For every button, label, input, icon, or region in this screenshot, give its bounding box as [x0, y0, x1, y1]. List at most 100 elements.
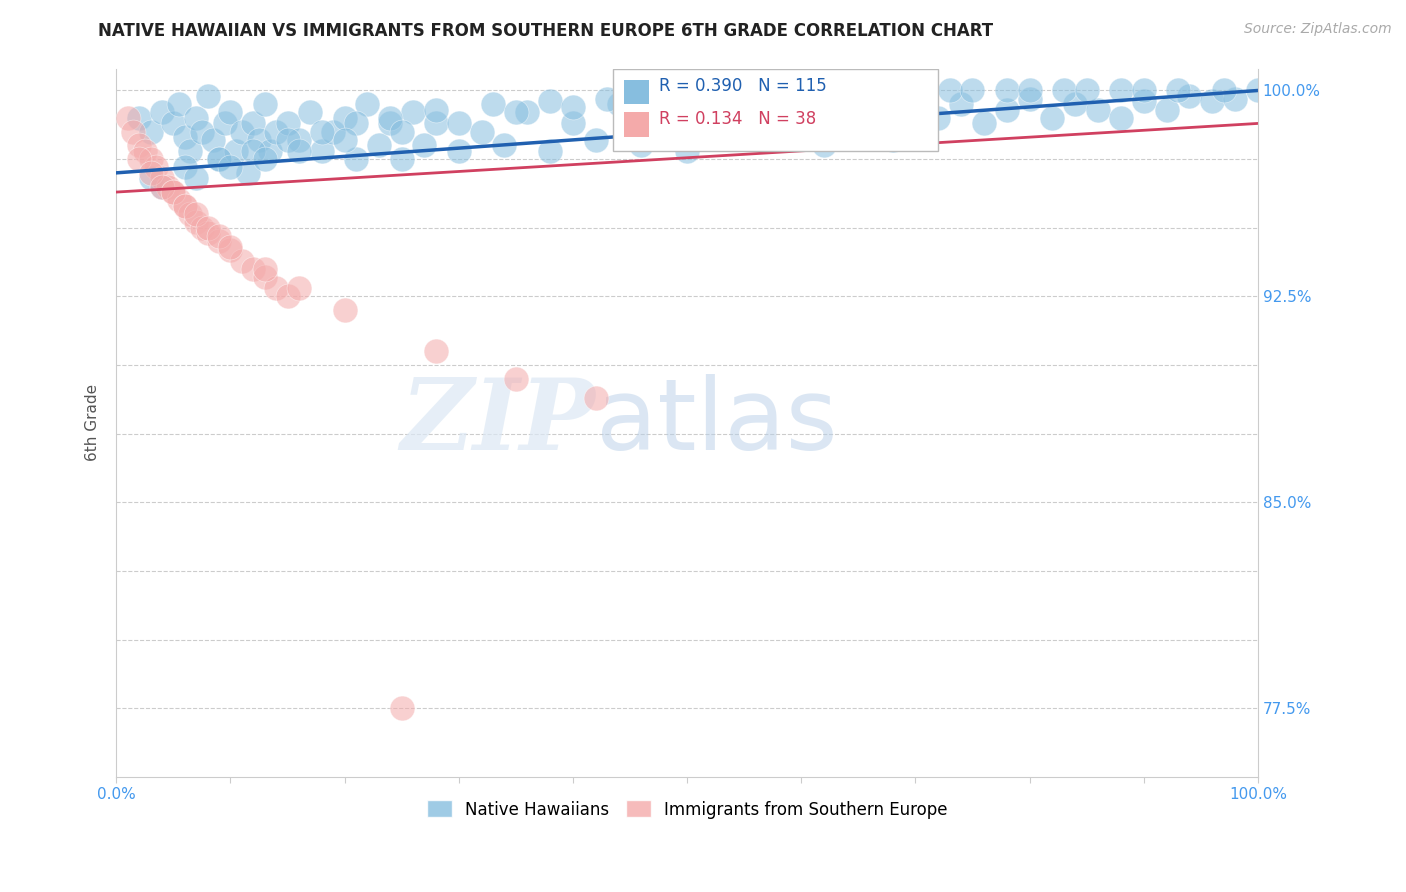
- Point: [299, 105, 322, 120]
- Point: [425, 116, 447, 130]
- Point: [219, 243, 242, 257]
- Point: [117, 111, 139, 125]
- Point: [494, 138, 516, 153]
- Point: [425, 103, 447, 117]
- Point: [333, 133, 356, 147]
- Point: [768, 87, 790, 101]
- Bar: [624, 112, 650, 137]
- Point: [824, 87, 846, 101]
- Point: [173, 199, 195, 213]
- Point: [253, 97, 276, 112]
- Point: [995, 83, 1018, 97]
- Point: [173, 161, 195, 175]
- Point: [186, 215, 208, 229]
- Point: [413, 138, 436, 153]
- Point: [311, 144, 333, 158]
- Point: [167, 194, 190, 208]
- Point: [197, 226, 219, 240]
- Point: [402, 105, 425, 120]
- Text: R = 0.134   N = 38: R = 0.134 N = 38: [658, 110, 815, 128]
- Point: [676, 92, 699, 106]
- Point: [1156, 103, 1178, 117]
- Point: [652, 92, 675, 106]
- Point: [846, 83, 869, 97]
- Point: [1178, 89, 1201, 103]
- Point: [630, 138, 652, 153]
- Point: [208, 235, 231, 249]
- Point: [1223, 92, 1246, 106]
- Point: [744, 89, 766, 103]
- Text: R = 0.390   N = 115: R = 0.390 N = 115: [658, 77, 827, 95]
- Point: [208, 152, 231, 166]
- Point: [721, 125, 744, 139]
- Point: [139, 171, 162, 186]
- Point: [191, 125, 214, 139]
- Point: [768, 133, 790, 147]
- Point: [699, 105, 721, 120]
- Point: [607, 97, 630, 112]
- Point: [288, 281, 311, 295]
- Point: [128, 138, 150, 153]
- Point: [253, 262, 276, 277]
- Point: [516, 105, 538, 120]
- Point: [276, 133, 298, 147]
- Point: [186, 171, 208, 186]
- Point: [167, 97, 190, 112]
- Point: [145, 161, 167, 175]
- Point: [333, 303, 356, 318]
- Point: [882, 133, 904, 147]
- Point: [1109, 111, 1132, 125]
- Text: atlas: atlas: [596, 374, 838, 471]
- Point: [219, 105, 242, 120]
- Point: [197, 89, 219, 103]
- Point: [276, 116, 298, 130]
- Point: [1064, 97, 1087, 112]
- Point: [191, 220, 214, 235]
- Point: [790, 87, 813, 101]
- Point: [973, 116, 995, 130]
- Point: [186, 207, 208, 221]
- Point: [1053, 83, 1076, 97]
- Point: [156, 179, 179, 194]
- Point: [585, 133, 607, 147]
- Point: [676, 144, 699, 158]
- Point: [790, 105, 813, 120]
- Point: [710, 89, 733, 103]
- Point: [179, 207, 201, 221]
- Point: [231, 253, 253, 268]
- Point: [585, 391, 607, 405]
- Point: [311, 125, 333, 139]
- Point: [202, 133, 225, 147]
- Y-axis label: 6th Grade: 6th Grade: [86, 384, 100, 461]
- Point: [447, 144, 470, 158]
- Point: [1167, 83, 1189, 97]
- Point: [652, 111, 675, 125]
- Point: [1247, 83, 1270, 97]
- Point: [231, 125, 253, 139]
- Text: ZIP: ZIP: [401, 375, 596, 471]
- Point: [150, 179, 173, 194]
- Point: [322, 125, 344, 139]
- Point: [813, 138, 835, 153]
- Point: [214, 116, 236, 130]
- Point: [236, 166, 259, 180]
- Point: [380, 111, 402, 125]
- Point: [253, 270, 276, 285]
- Point: [225, 144, 247, 158]
- Point: [208, 152, 231, 166]
- Point: [482, 97, 505, 112]
- Point: [139, 125, 162, 139]
- Point: [139, 166, 162, 180]
- Point: [288, 133, 311, 147]
- Point: [186, 111, 208, 125]
- Point: [150, 171, 173, 186]
- Point: [344, 152, 367, 166]
- Point: [333, 111, 356, 125]
- Point: [391, 701, 413, 715]
- Point: [173, 130, 195, 145]
- Point: [733, 89, 755, 103]
- Point: [179, 144, 201, 158]
- Point: [619, 97, 641, 112]
- Point: [253, 152, 276, 166]
- Point: [242, 144, 264, 158]
